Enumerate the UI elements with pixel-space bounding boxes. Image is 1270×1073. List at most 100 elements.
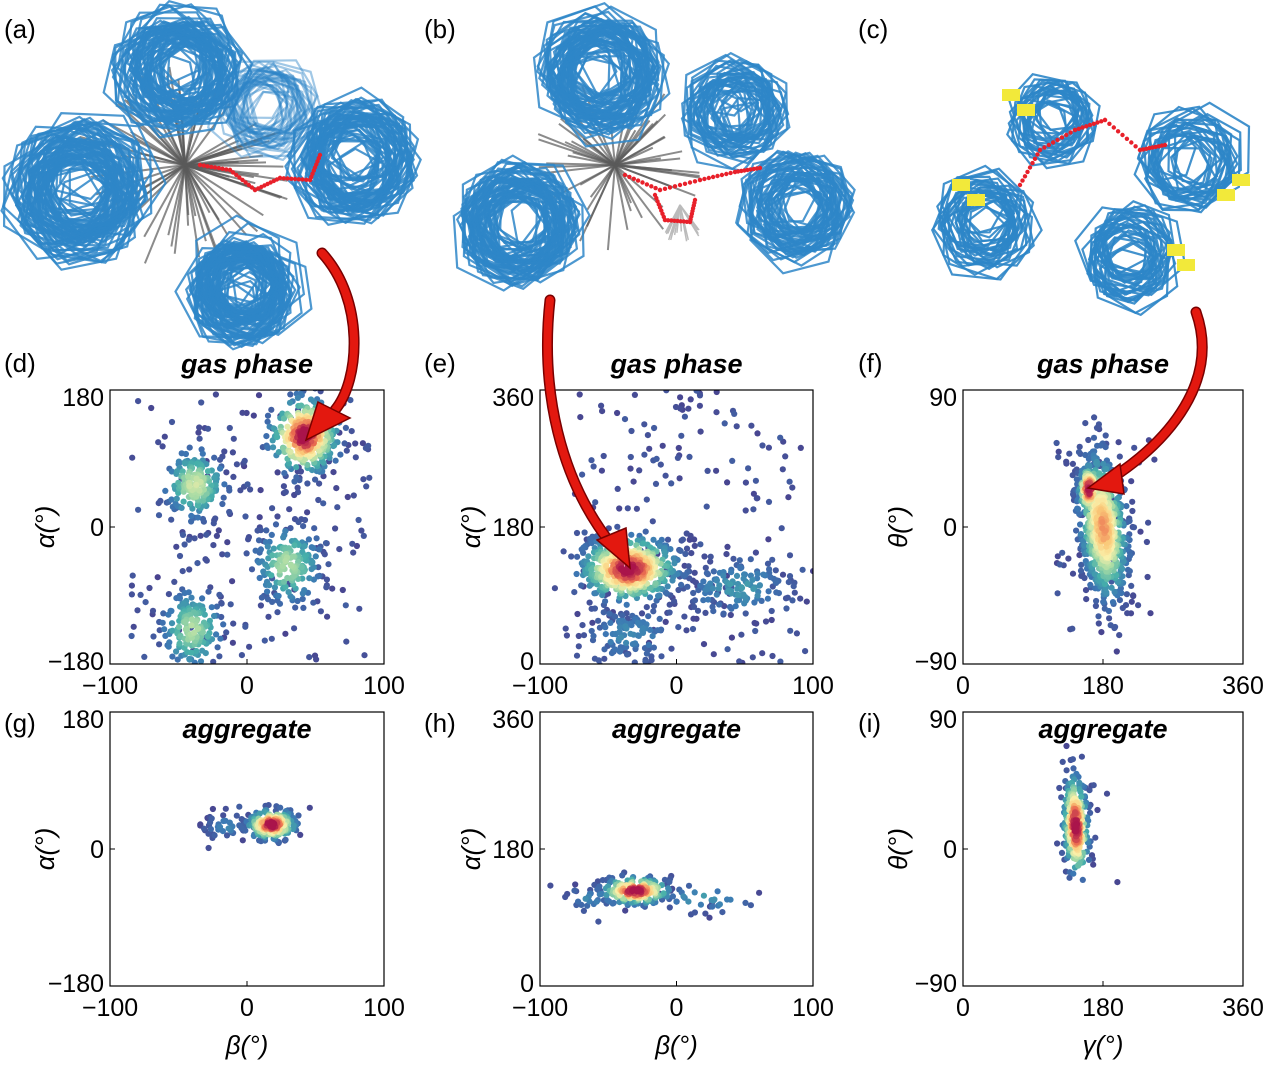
data-point: [168, 689, 174, 695]
bond-ring: [241, 83, 294, 142]
data-point: [711, 896, 718, 903]
data-point: [1131, 444, 1138, 451]
central-atom-dot: [1072, 127, 1078, 133]
data-point: [682, 550, 689, 558]
data-point: [226, 508, 233, 516]
bond-ring: [221, 67, 308, 151]
central-atom-dot: [657, 187, 663, 193]
data-point: [645, 613, 652, 620]
data-point: [282, 528, 289, 535]
central-atom-dot: [292, 176, 298, 182]
data-point: [1116, 632, 1123, 639]
data-point: [1086, 462, 1093, 469]
data-point: [306, 654, 313, 661]
data-point: [244, 481, 251, 488]
data-point: [728, 634, 736, 641]
sulfur-atom: [1232, 174, 1250, 186]
data-point: [243, 550, 250, 557]
bond-ring: [114, 19, 209, 128]
data-point: [778, 525, 785, 532]
bond: [614, 164, 629, 230]
data-point: [226, 487, 233, 494]
data-point: [199, 450, 206, 457]
data-point: [590, 463, 597, 470]
bond: [579, 164, 616, 242]
data-point: [730, 555, 737, 562]
data-point: [321, 551, 328, 558]
data-point: [728, 569, 735, 576]
bond-ring: [129, 28, 221, 120]
data-point: [633, 505, 641, 512]
bond-ring: [963, 184, 1028, 243]
data-point: [282, 488, 289, 496]
data-point: [1091, 571, 1098, 578]
central-atom-dot: [662, 186, 668, 191]
data-point: [646, 626, 654, 634]
data-point: [217, 635, 224, 642]
bond-ring: [226, 79, 316, 159]
data-point: [256, 810, 263, 817]
bond-ring: [698, 64, 753, 117]
data-point: [685, 898, 692, 905]
data-point: [305, 536, 312, 543]
bond-ring: [245, 69, 315, 147]
data-point: [1069, 460, 1076, 467]
data-point: [1092, 602, 1099, 610]
central-atom-dot: [710, 174, 716, 180]
data-point: [678, 581, 685, 589]
data-point: [669, 577, 676, 584]
data-point: [713, 577, 721, 584]
bond-ring: [239, 69, 303, 134]
data-point: [221, 481, 228, 488]
data-point: [705, 585, 712, 592]
data-point: [128, 582, 135, 589]
data-point: [1085, 455, 1092, 463]
data-point: [286, 506, 293, 513]
data-point: [612, 665, 618, 671]
bond: [184, 164, 207, 242]
data-point: [316, 480, 323, 487]
data-point: [697, 541, 704, 548]
data-point: [359, 440, 366, 447]
plot-frame-i: [962, 711, 1244, 987]
data-point: [1103, 465, 1110, 473]
data-point: [582, 895, 589, 902]
bond-ring: [16, 151, 134, 265]
data-point: [361, 652, 368, 659]
data-point: [1103, 790, 1111, 797]
bond: [184, 122, 257, 166]
bond-ring: [230, 74, 297, 146]
bond: [614, 164, 700, 179]
data-point: [285, 545, 292, 552]
data-point: [641, 451, 648, 458]
data-point: [646, 594, 654, 601]
data-point: [668, 480, 675, 487]
data-point: [350, 549, 357, 556]
bond-ring: [741, 149, 839, 248]
bond-ring: [227, 81, 285, 135]
data-point: [332, 457, 339, 464]
data-point: [304, 480, 311, 487]
data-point: [168, 468, 175, 475]
bond-ring: [151, 20, 244, 116]
data-point: [160, 610, 167, 617]
data-point: [276, 600, 284, 607]
bond-ring: [206, 68, 294, 159]
data-point: [727, 611, 734, 619]
data-point: [733, 572, 741, 580]
data-point: [600, 452, 607, 460]
bond-ring: [1151, 130, 1228, 202]
bond-ring: [960, 206, 1019, 268]
data-point: [268, 635, 275, 642]
data-point: [308, 559, 315, 567]
bond-ring: [1090, 221, 1179, 317]
central-atom-dot: [697, 177, 703, 183]
bond: [664, 204, 681, 233]
data-point: [219, 500, 226, 508]
data-point: [329, 585, 336, 592]
data-point: [720, 572, 727, 579]
data-point: [592, 499, 599, 506]
data-point: [720, 610, 727, 617]
data-point: [156, 641, 163, 648]
bond-ring: [1010, 84, 1084, 164]
